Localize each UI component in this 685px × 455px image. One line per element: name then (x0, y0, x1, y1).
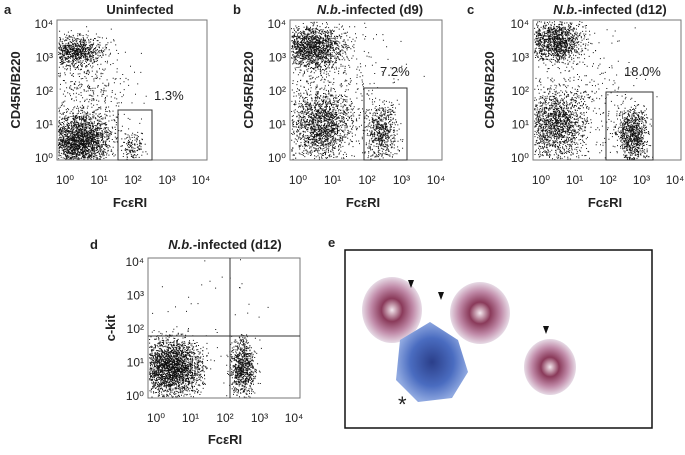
x-tick-label: 10¹ (182, 411, 199, 425)
x-tick-label: 10⁰ (289, 173, 307, 187)
panel-label: a (4, 2, 12, 17)
arrowheads (408, 280, 549, 334)
basophil-cell (396, 322, 468, 402)
marker: * (398, 392, 407, 417)
title-text: -infected (d12) (193, 237, 282, 252)
title-text: Uninfected (106, 2, 173, 17)
title-text: -infected (d9) (341, 2, 423, 17)
title-italic: N.b. (553, 2, 578, 17)
x-axis-title: FcεRI (113, 195, 147, 210)
gate (605, 91, 654, 161)
y-tick-label: 10⁰ (268, 151, 286, 165)
x-tick-label: 10³ (158, 173, 175, 187)
x-tick-label: 10¹ (566, 173, 583, 187)
flow-panel: b N.b.-infected (d9) 7.2% 10⁰ 10¹ 10² 10³ 10⁴ 10… (233, 2, 445, 210)
y-tick-label: 10³ (36, 51, 53, 65)
y-tick-label: 10² (512, 84, 529, 98)
y-tick-label: 10¹ (512, 118, 529, 132)
x-axis-title: FcεRI (346, 195, 380, 210)
event-dots (58, 26, 148, 161)
panel-label: d (90, 237, 98, 252)
panel-label: c (467, 2, 474, 17)
panel-title: N.b.-infected (d9) (317, 2, 423, 17)
event-dots (291, 21, 425, 160)
x-tick-label: 10⁴ (427, 173, 446, 187)
y-tick-label: 10¹ (36, 118, 53, 132)
micrograph-panel: e * (328, 235, 653, 429)
x-tick-label: 10⁴ (192, 173, 211, 187)
y-tick-label: 10⁴ (125, 255, 144, 269)
y-axis-title: CD45R/B220 (482, 51, 497, 128)
y-tick-label: 10³ (512, 51, 529, 65)
y-axis-title: c-kit (103, 314, 118, 341)
gate (117, 109, 153, 161)
panel-title: N.b.-infected (d12) (553, 2, 666, 17)
gate-percent: 1.3% (154, 88, 184, 103)
y-axis-title: CD45R/B220 (8, 51, 23, 128)
y-tick-label: 10² (127, 322, 144, 336)
mast-cell (450, 282, 510, 344)
y-tick-label: 10¹ (269, 118, 286, 132)
gate (363, 87, 408, 161)
event-dots (149, 259, 269, 398)
y-tick-label: 10⁰ (126, 389, 144, 403)
x-tick-label: 10⁰ (147, 411, 165, 425)
panel-label: b (233, 2, 241, 17)
y-tick-label: 10⁰ (35, 151, 53, 165)
mast-cell (524, 339, 576, 395)
x-tick-label: 10² (358, 173, 375, 187)
x-tick-label: 10³ (393, 173, 410, 187)
mast-cell (362, 277, 422, 343)
x-tick-label: 10⁰ (56, 173, 74, 187)
x-tick-label: 10³ (251, 411, 268, 425)
panel-label: e (328, 235, 335, 250)
x-axis-title: FcεRI (588, 195, 622, 210)
x-tick-label: 10⁴ (285, 411, 304, 425)
y-tick-label: 10⁴ (510, 17, 529, 31)
x-axis-title: FcεRI (208, 432, 242, 447)
x-tick-label: 10¹ (90, 173, 107, 187)
panel-title: Uninfected (106, 2, 173, 17)
flow-panel: c N.b.-infected (d12) 18.0% 10⁰ 10¹ 10² 10³ 10⁴… (467, 2, 684, 210)
y-tick-label: 10² (269, 84, 286, 98)
event-dots (534, 21, 658, 160)
y-tick-label: 10³ (269, 51, 286, 65)
title-italic: N.b. (168, 237, 193, 252)
y-tick-label: 10⁴ (267, 17, 286, 31)
y-tick-label: 10² (36, 84, 53, 98)
plot-frame (147, 257, 301, 399)
y-tick-label: 10⁰ (511, 151, 529, 165)
x-tick-label: 10² (216, 411, 233, 425)
y-tick-label: 10³ (127, 289, 144, 303)
y-tick-label: 10¹ (127, 356, 144, 370)
gate-percent: 7.2% (380, 64, 410, 79)
flow-panel: a Uninfected 1.3% 10⁰ 10¹ 10² 10³ 10⁴ 10⁴ 10³ 10² 1… (4, 2, 210, 210)
flow-panel: d N.b.-infected (d12) 10⁰ 10¹ 10² 10³ 10⁴ 10⁴ 10… (90, 237, 303, 447)
x-tick-label: 10⁰ (532, 173, 550, 187)
x-tick-label: 10¹ (324, 173, 341, 187)
title-italic: N.b. (317, 2, 342, 17)
gate-percent: 18.0% (624, 64, 661, 79)
y-axis-title: CD45R/B220 (241, 51, 256, 128)
panel-title: N.b.-infected (d12) (168, 237, 281, 252)
x-tick-label: 10² (124, 173, 141, 187)
x-tick-label: 10⁴ (666, 173, 685, 187)
x-tick-label: 10² (599, 173, 616, 187)
title-text: -infected (d12) (578, 2, 667, 17)
x-tick-label: 10³ (633, 173, 650, 187)
y-tick-label: 10⁴ (34, 17, 53, 31)
